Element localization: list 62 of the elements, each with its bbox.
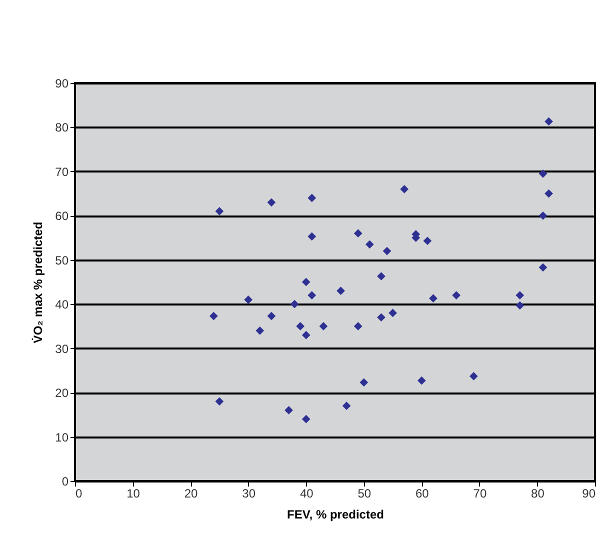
point xyxy=(215,207,224,216)
y-tick-label: 50 xyxy=(55,253,69,268)
point xyxy=(544,117,553,126)
point xyxy=(516,301,524,310)
x-tick-label: 50 xyxy=(358,486,372,500)
point xyxy=(209,312,218,320)
point xyxy=(516,291,524,300)
point xyxy=(354,229,362,238)
point xyxy=(400,184,409,194)
point xyxy=(417,376,426,385)
y-tick-label: 0 xyxy=(62,474,69,488)
point xyxy=(319,322,328,330)
point xyxy=(302,278,310,286)
point xyxy=(538,211,548,220)
point xyxy=(244,296,253,304)
point xyxy=(290,300,299,308)
x-tick-label: 30 xyxy=(242,486,256,500)
point xyxy=(308,194,316,202)
point xyxy=(538,263,548,272)
point xyxy=(452,291,461,300)
point xyxy=(365,240,374,249)
x-tick-label: 60 xyxy=(415,486,430,500)
x-tick-label: 40 xyxy=(300,486,314,500)
point xyxy=(469,372,478,380)
x-tick-label: 80 xyxy=(531,486,545,500)
y-axis-title: V̇O₂ max % predicted xyxy=(31,222,46,344)
y-tick-label: 90 xyxy=(55,76,69,90)
y-tick-label: 80 xyxy=(55,120,69,135)
point xyxy=(215,397,224,406)
x-tick-label: 70 xyxy=(473,486,487,500)
point xyxy=(296,322,305,330)
x-tick-label: 90 xyxy=(582,486,596,500)
x-tick-label: 0 xyxy=(76,486,82,500)
point xyxy=(382,246,392,256)
point xyxy=(302,414,310,424)
point xyxy=(423,236,432,246)
point xyxy=(284,406,293,414)
y-tick-label: 40 xyxy=(55,298,69,312)
y-tick-label: 20 xyxy=(55,386,69,400)
x-tick-label: 10 xyxy=(126,486,140,500)
point xyxy=(377,272,386,280)
point xyxy=(336,286,345,296)
point xyxy=(544,189,553,198)
point xyxy=(360,378,368,387)
point xyxy=(429,294,438,303)
y-tick-label: 10 xyxy=(55,430,69,444)
x-axis-title: FEV, % predicted xyxy=(287,508,384,522)
point xyxy=(308,232,316,241)
point xyxy=(377,313,386,322)
point xyxy=(267,198,276,207)
point xyxy=(267,312,276,320)
y-tick-label: 30 xyxy=(55,342,69,356)
point xyxy=(256,326,264,335)
y-tick-label: 60 xyxy=(55,209,69,224)
point xyxy=(308,291,316,300)
y-tick-label: 70 xyxy=(55,164,69,179)
point xyxy=(342,402,351,410)
point xyxy=(354,322,362,330)
x-tick-label: 20 xyxy=(184,486,198,500)
point xyxy=(538,169,548,178)
point xyxy=(302,330,310,340)
point xyxy=(388,308,397,318)
